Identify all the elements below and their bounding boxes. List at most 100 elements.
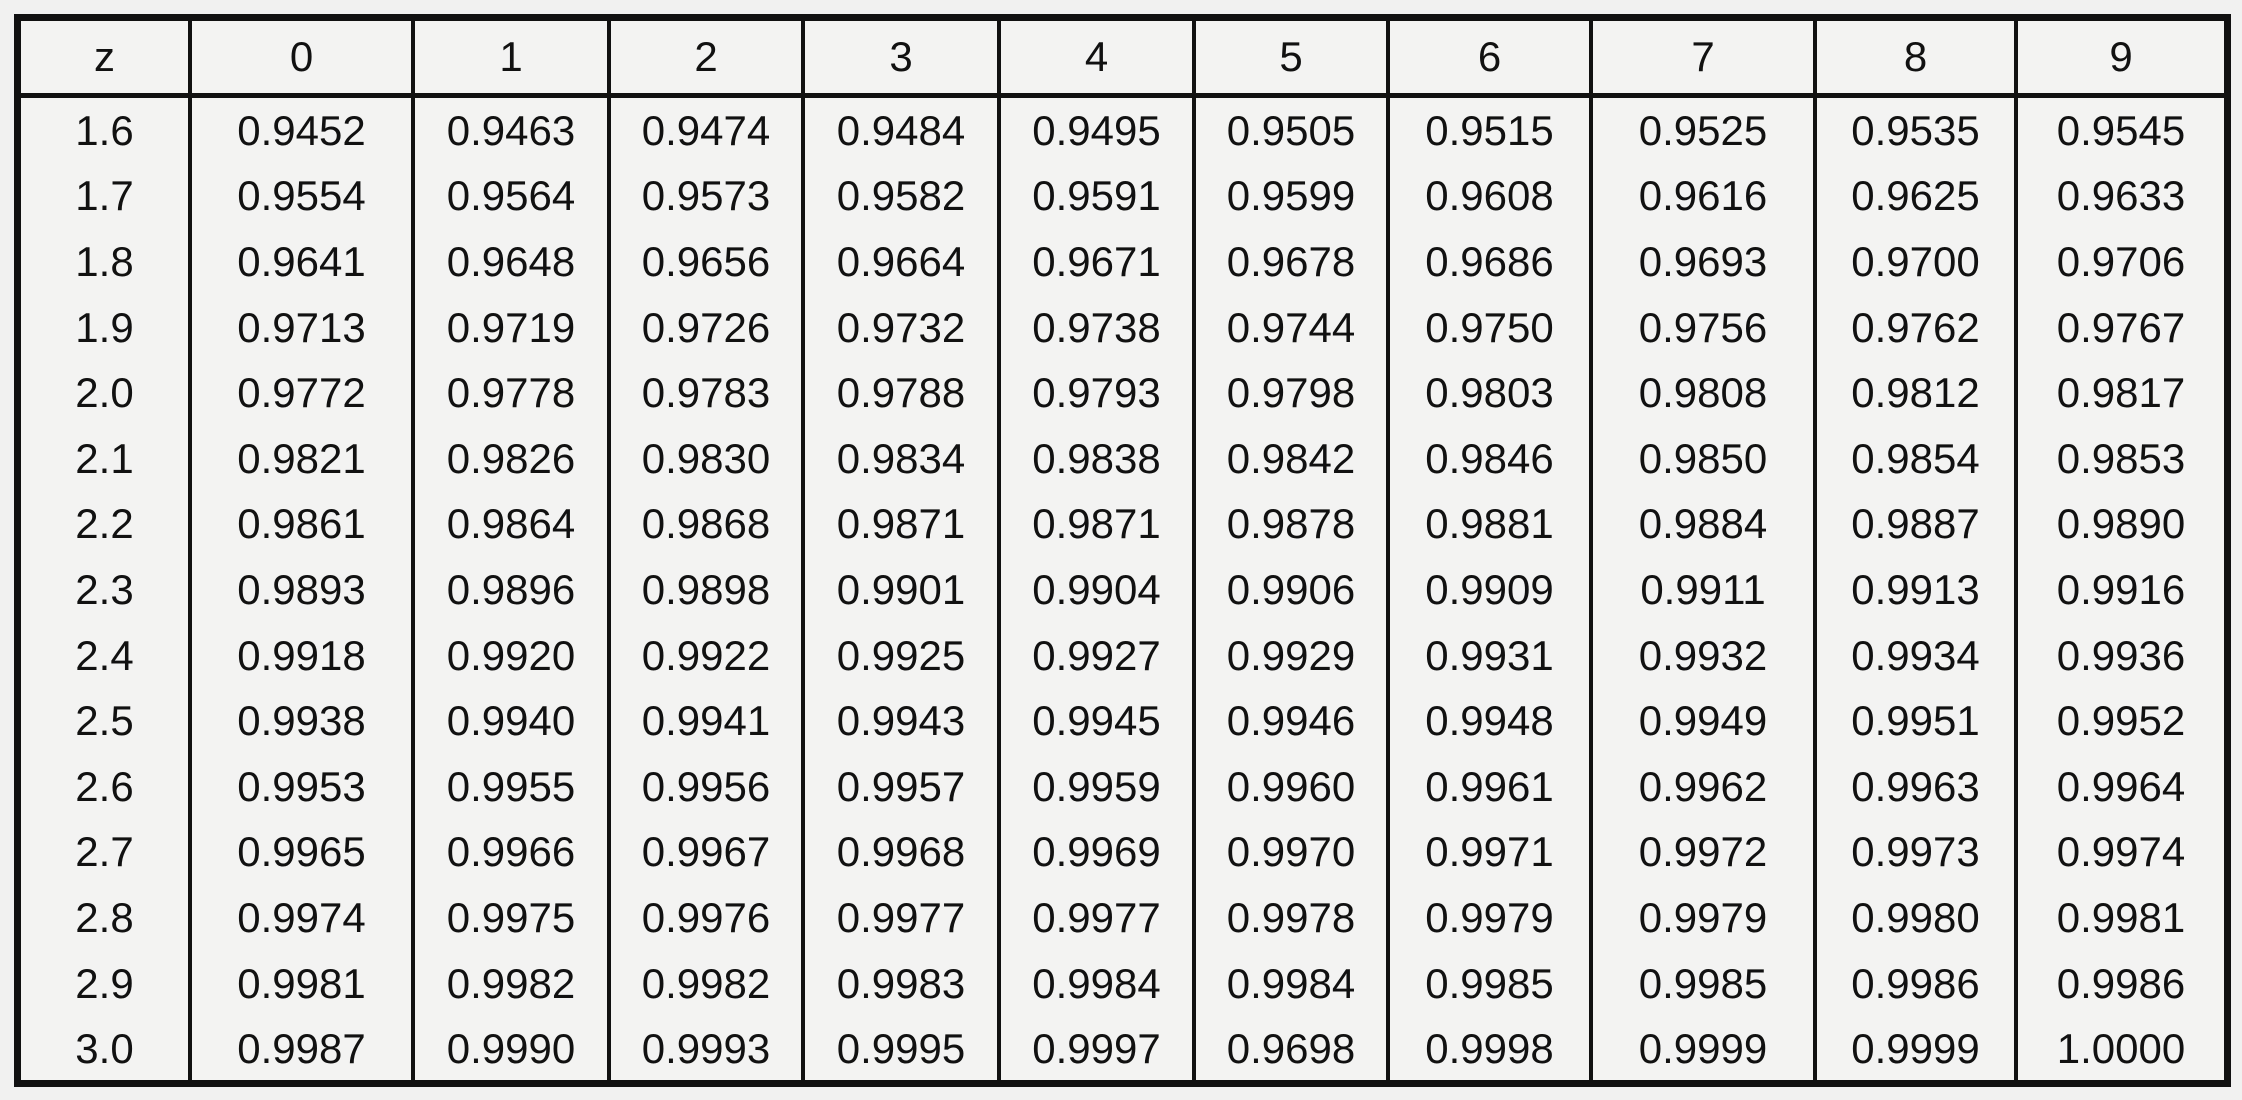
value-cell: 0.9896 — [411, 557, 609, 623]
value-cell: 0.9929 — [1192, 622, 1388, 689]
value-cell: 0.9981 — [2014, 885, 2224, 951]
value-cell: 0.9625 — [1813, 163, 2016, 230]
z-cell: 1.8 — [75, 237, 134, 285]
value-cell: 0.9972 — [1589, 819, 1815, 886]
value-cell: 0.9986 — [1813, 950, 2016, 1017]
value-cell: 0.9698 — [1192, 1016, 1388, 1082]
value-cell: 0.9878 — [1192, 491, 1388, 558]
value-cell: 0.9783 — [607, 360, 803, 426]
value-cell: 0.9920 — [411, 622, 609, 689]
table-row: 1.9 0.9713 0.9719 0.9726 0.9732 0.9738 0.9744 0… — [21, 294, 2224, 361]
value-cell: 0.9808 — [1589, 360, 1815, 426]
value-cell: 0.9564 — [411, 163, 609, 230]
value-cell: 0.9967 — [607, 819, 803, 886]
value-cell: 0.9693 — [1589, 229, 1815, 295]
value-cell: 0.9977 — [997, 885, 1194, 951]
value-cell: 0.9978 — [1192, 885, 1388, 951]
value-cell: 0.9850 — [1589, 425, 1815, 492]
value-cell: 0.9981 — [188, 950, 413, 1017]
value-cell: 0.9999 — [1589, 1016, 1815, 1082]
header-cell: 7 — [1589, 21, 1815, 98]
value-cell: 0.9861 — [188, 491, 413, 558]
value-cell: 0.9767 — [2014, 294, 2224, 361]
value-cell: 0.9993 — [607, 1016, 803, 1082]
value-cell: 0.9535 — [1813, 95, 2016, 164]
z-cell: 2.8 — [75, 893, 134, 941]
value-cell: 0.9955 — [411, 753, 609, 820]
value-cell: 0.9772 — [188, 360, 413, 426]
value-cell: 0.9608 — [1386, 163, 1591, 230]
value-cell: 0.9616 — [1589, 163, 1815, 230]
value-cell: 0.9976 — [607, 885, 803, 951]
value-cell: 0.9986 — [2014, 950, 2224, 1017]
value-cell: 0.9979 — [1386, 885, 1591, 951]
value-cell: 0.9864 — [411, 491, 609, 558]
value-cell: 0.9940 — [411, 688, 609, 754]
table-row: 2.5 0.9938 0.9940 0.9941 0.9943 0.9945 0.9946 0… — [21, 688, 2224, 754]
value-cell: 0.9706 — [2014, 229, 2224, 295]
value-cell: 0.9713 — [188, 294, 413, 361]
value-cell: 0.9591 — [997, 163, 1194, 230]
value-cell: 0.9980 — [1813, 885, 2016, 951]
table-row: 1.8 0.9641 0.9648 0.9656 0.9664 0.9671 0.9678 0… — [21, 229, 2224, 295]
value-cell: 0.9884 — [1589, 491, 1815, 558]
value-cell: 0.9977 — [801, 885, 999, 951]
value-cell: 0.9974 — [188, 885, 413, 951]
value-cell: 0.9961 — [1386, 753, 1591, 820]
value-cell: 0.9648 — [411, 229, 609, 295]
value-cell: 0.9971 — [1386, 819, 1591, 886]
header-cell: 5 — [1192, 21, 1388, 98]
value-cell: 0.9938 — [188, 688, 413, 754]
value-cell: 0.9959 — [997, 753, 1194, 820]
value-cell: 0.9641 — [188, 229, 413, 295]
z-cell: 1.7 — [75, 172, 134, 220]
value-cell: 0.9750 — [1386, 294, 1591, 361]
value-cell: 0.9925 — [801, 622, 999, 689]
table-row: 2.1 0.9821 0.9826 0.9830 0.9834 0.9838 0.9842 0… — [21, 425, 2224, 492]
table-row: 2.0 0.9772 0.9778 0.9783 0.9788 0.9793 0.9798 0… — [21, 360, 2224, 426]
header-cell: z — [21, 21, 190, 98]
value-cell: 0.9838 — [997, 425, 1194, 492]
value-cell: 0.9960 — [1192, 753, 1388, 820]
value-cell: 0.9719 — [411, 294, 609, 361]
value-cell: 0.9686 — [1386, 229, 1591, 295]
value-cell: 0.9846 — [1386, 425, 1591, 492]
value-cell: 0.9964 — [2014, 753, 2224, 820]
value-cell: 0.9515 — [1386, 95, 1591, 164]
z-cell: 2.0 — [75, 369, 134, 417]
value-cell: 0.9952 — [2014, 688, 2224, 754]
table-row: 2.3 0.9893 0.9896 0.9898 0.9901 0.9904 0.9906 0… — [21, 557, 2224, 623]
value-cell: 0.9909 — [1386, 557, 1591, 623]
value-cell: 0.9664 — [801, 229, 999, 295]
value-cell: 0.9798 — [1192, 360, 1388, 426]
z-cell: 2.6 — [75, 762, 134, 810]
table-row: 2.6 0.9953 0.9955 0.9956 0.9957 0.9959 0.9960 0… — [21, 753, 2224, 820]
value-cell: 0.9881 — [1386, 491, 1591, 558]
value-cell: 0.9793 — [997, 360, 1194, 426]
z-cell: 2.7 — [75, 828, 134, 876]
value-cell: 0.9452 — [188, 95, 413, 164]
value-cell: 0.9946 — [1192, 688, 1388, 754]
value-cell: 0.9979 — [1589, 885, 1815, 951]
value-cell: 0.9890 — [2014, 491, 2224, 558]
value-cell: 0.9817 — [2014, 360, 2224, 426]
header-cell: 9 — [2014, 21, 2224, 98]
z-cell: 2.4 — [75, 631, 134, 679]
value-cell: 0.9726 — [607, 294, 803, 361]
value-cell: 0.9901 — [801, 557, 999, 623]
value-cell: 0.9700 — [1813, 229, 2016, 295]
value-cell: 0.9956 — [607, 753, 803, 820]
value-cell: 0.9573 — [607, 163, 803, 230]
value-cell: 0.9732 — [801, 294, 999, 361]
value-cell: 0.9948 — [1386, 688, 1591, 754]
header-cell: 2 — [607, 21, 803, 98]
z-cell: 1.9 — [75, 303, 134, 351]
value-cell: 0.9803 — [1386, 360, 1591, 426]
value-cell: 0.9854 — [1813, 425, 2016, 492]
value-cell: 0.9916 — [2014, 557, 2224, 623]
value-cell: 0.9985 — [1589, 950, 1815, 1017]
value-cell: 0.9997 — [997, 1016, 1194, 1082]
value-cell: 0.9973 — [1813, 819, 2016, 886]
value-cell: 0.9778 — [411, 360, 609, 426]
